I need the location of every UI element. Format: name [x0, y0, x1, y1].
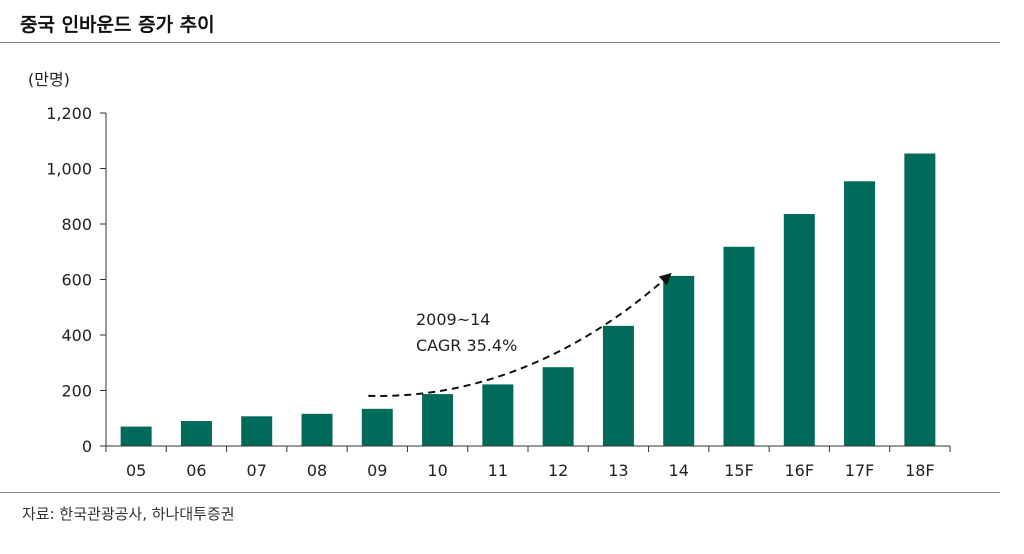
- bar: [422, 394, 454, 446]
- x-tick-label: 09: [367, 461, 387, 480]
- x-axis: 05 06 07 08 09 10 11 12 13 14 15F 16F 17F 18F: [105, 445, 951, 480]
- bar: [542, 367, 574, 446]
- x-tick-label: 05: [126, 461, 146, 480]
- x-tick-label: 11: [488, 461, 508, 480]
- x-tick-label: 16F: [785, 461, 815, 480]
- bar: [241, 416, 273, 446]
- cagr-arrowhead: [658, 272, 672, 286]
- x-tick-label: 18F: [905, 461, 935, 480]
- x-tick-label: 08: [307, 461, 327, 480]
- bar: [361, 408, 393, 446]
- unit-label: (만명): [28, 70, 70, 89]
- y-tick-label: 800: [61, 215, 92, 234]
- bar: [663, 275, 695, 446]
- bar: [482, 384, 514, 446]
- y-axis: 0 200 400 600 800 1,000 1,200: [46, 104, 107, 456]
- bar: [783, 214, 815, 446]
- bar: [844, 181, 876, 446]
- cagr-annotation: 2009~14 CAGR 35.4%: [368, 272, 673, 397]
- y-tick-label: 600: [61, 271, 92, 290]
- bars: [120, 153, 936, 446]
- bar: [723, 246, 755, 446]
- y-tick-label: 1,000: [46, 160, 92, 179]
- y-tick-label: 0: [82, 437, 92, 456]
- annotation-cagr: CAGR 35.4%: [416, 336, 517, 355]
- bar: [120, 426, 152, 446]
- x-tick-label: 15F: [724, 461, 754, 480]
- bar: [602, 325, 634, 446]
- x-tick-label: 14: [669, 461, 689, 480]
- y-tick-label: 400: [61, 326, 92, 345]
- bar: [904, 153, 936, 446]
- x-tick-label: 17F: [845, 461, 875, 480]
- bar: [180, 421, 212, 446]
- top-divider: [0, 42, 1000, 43]
- annotation-period: 2009~14: [416, 310, 490, 329]
- y-tick-label: 1,200: [46, 104, 92, 123]
- bar: [301, 413, 333, 446]
- x-tick-label: 06: [186, 461, 206, 480]
- chart-title: 중국 인바운드 증가 추이: [20, 14, 215, 36]
- cagr-arrow: [368, 272, 673, 397]
- x-tick-label: 07: [247, 461, 267, 480]
- source-note: 자료: 한국관광공사, 하나대투증권: [22, 505, 235, 523]
- bottom-divider: [0, 492, 1000, 493]
- y-tick-label: 200: [61, 382, 92, 401]
- x-tick-label: 10: [427, 461, 447, 480]
- x-tick-label: 12: [548, 461, 568, 480]
- x-tick-label: 13: [608, 461, 628, 480]
